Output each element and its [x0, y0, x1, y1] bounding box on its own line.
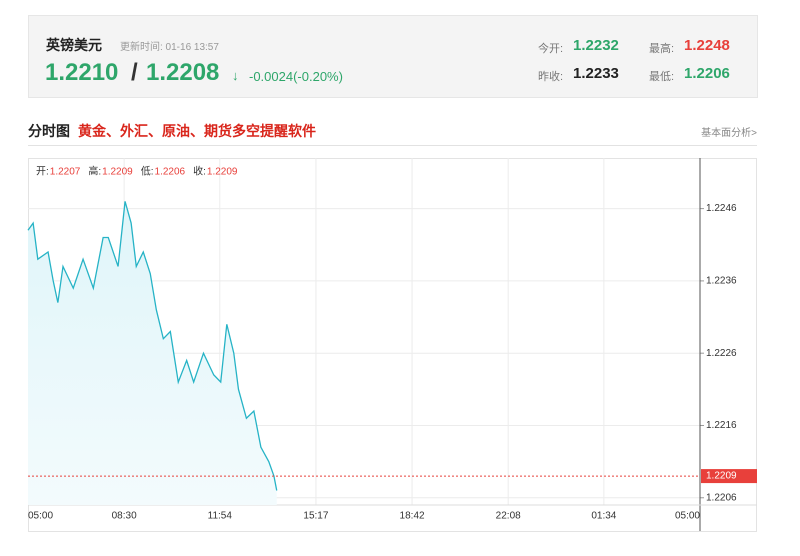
- stat-value: 1.2206: [684, 65, 730, 82]
- ask-price: 1.2208: [146, 59, 220, 86]
- stat-label: 昨收:: [538, 71, 564, 83]
- ohlc-value: 1.2209: [102, 167, 133, 178]
- x-tick-label: 22:08: [496, 511, 521, 522]
- quote-header: 英镑美元 更新时间: 01-16 13:57 1.2210 / 1.2208 ↓…: [28, 15, 758, 98]
- promo-link[interactable]: 黄金、外汇、原油、期货多空提醒软件: [78, 123, 316, 139]
- y-tick-label: 1.2206: [706, 492, 737, 503]
- y-tick-label: 1.2246: [706, 203, 737, 214]
- price-separator: /: [131, 59, 138, 86]
- ohlc-label: 收:: [193, 165, 206, 178]
- x-tick-label: 05:00: [675, 511, 700, 522]
- last-price-box: [701, 469, 757, 484]
- ohlc-label: 高:: [88, 165, 101, 178]
- y-tick-label: 1.2226: [706, 348, 737, 359]
- bid-price: 1.2210: [45, 59, 119, 86]
- area: [28, 201, 277, 505]
- y-tick-label: 1.2216: [706, 420, 737, 431]
- update-time: 更新时间: 01-16 13:57: [120, 42, 219, 53]
- x-tick-label: 15:17: [303, 511, 328, 522]
- section-title: 分时图: [28, 123, 70, 139]
- divider: [28, 145, 757, 146]
- stat-label: 最低:: [649, 71, 675, 83]
- stat-value: 1.2232: [573, 37, 619, 54]
- symbol-title: 英镑美元: [46, 37, 102, 53]
- ohlc-label: 低:: [141, 165, 154, 178]
- x-tick-label: 08:30: [112, 511, 137, 522]
- last-price-label: 1.2209: [706, 471, 737, 482]
- stat-value: 1.2248: [684, 37, 730, 54]
- stat-label: 最高:: [649, 43, 675, 55]
- ohlc-label: 开:: [36, 167, 49, 178]
- price-line: [27, 201, 278, 491]
- ohlc-value: 1.2207: [50, 167, 81, 178]
- ohlc-value: 1.2206: [155, 167, 186, 178]
- stat-value: 1.2233: [573, 65, 619, 82]
- x-tick-label: 18:42: [400, 511, 425, 522]
- x-tick-label: 05:00: [28, 511, 53, 522]
- y-tick-label: 1.2236: [706, 276, 737, 287]
- down-arrow: ↓: [232, 68, 239, 83]
- x-tick-label: 01:34: [591, 511, 616, 522]
- change: -0.0024(-0.20%): [249, 69, 343, 84]
- stat-label: 今开:: [538, 43, 564, 55]
- ohlc-value: 1.2209: [207, 167, 238, 178]
- fundamental-link[interactable]: 基本面分析>: [701, 128, 757, 139]
- x-tick-label: 11:54: [208, 511, 233, 522]
